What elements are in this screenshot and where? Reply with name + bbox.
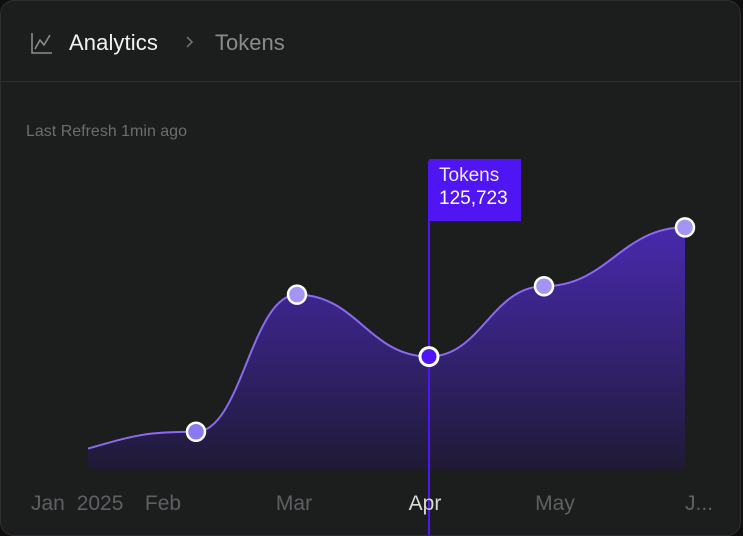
last-refresh-text: Last Refresh 1min ago <box>26 123 187 140</box>
data-point-j-[interactable] <box>674 217 696 238</box>
tooltip-value: 125,723 <box>439 188 508 209</box>
data-point-feb[interactable] <box>185 421 207 443</box>
chevron-right-icon <box>186 36 194 48</box>
value-tooltip: Tokens 125,723 <box>429 159 521 221</box>
x-axis-label-5: May <box>535 492 575 515</box>
line-chart-icon <box>31 33 52 54</box>
data-point-mar[interactable] <box>286 284 308 305</box>
data-point-apr[interactable] <box>418 346 440 368</box>
tooltip-series-label: Tokens <box>439 165 500 186</box>
x-axis-label-1: Jan 2025 <box>31 492 123 515</box>
x-axis-label-4: Apr <box>409 492 442 515</box>
breadcrumb-analytics[interactable]: Analytics <box>69 30 158 55</box>
breadcrumb-tokens: Tokens <box>215 30 285 55</box>
x-axis-label-6: J... <box>685 492 713 515</box>
x-axis-label-2: Feb <box>145 492 181 515</box>
x-axis-label-3: Mar <box>276 492 312 515</box>
card-header: Analytics Tokens <box>1 1 740 82</box>
data-point-may[interactable] <box>533 275 555 297</box>
